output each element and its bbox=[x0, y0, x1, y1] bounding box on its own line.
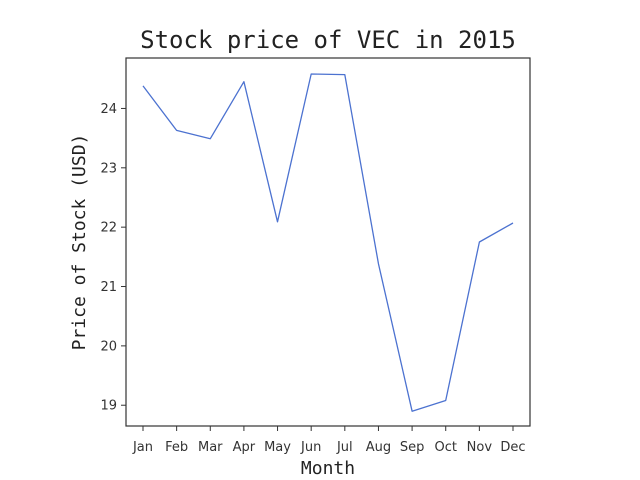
x-tick-label: Oct bbox=[434, 440, 456, 455]
x-tick-label: Mar bbox=[198, 440, 223, 455]
x-tick-label: Aug bbox=[366, 440, 391, 455]
series-group bbox=[143, 74, 513, 411]
x-tick-label: Jul bbox=[336, 440, 353, 455]
x-tick-label: May bbox=[264, 440, 291, 455]
x-tick-label: Jun bbox=[300, 440, 321, 455]
y-tick-label: 21 bbox=[100, 280, 117, 295]
x-tick-label: Apr bbox=[233, 440, 256, 455]
y-tick-label: 22 bbox=[100, 221, 117, 236]
y-axis-label: Price of Stock (USD) bbox=[69, 134, 90, 351]
y-tick-label: 19 bbox=[100, 399, 117, 414]
x-tick-label: Dec bbox=[500, 440, 525, 455]
x-tick-label: Sep bbox=[400, 440, 425, 455]
plot-frame bbox=[126, 58, 530, 426]
x-axis-ticks: Jan Feb Mar Apr May Jun Jul Aug Sep Oct Nov Dec bbox=[132, 426, 526, 455]
y-axis-ticks: 19 20 21 22 23 24 bbox=[100, 102, 126, 414]
y-tick-label: 23 bbox=[100, 161, 117, 176]
y-tick-label: 20 bbox=[100, 339, 117, 354]
chart-title: Stock price of VEC in 2015 bbox=[140, 26, 516, 54]
series-line bbox=[143, 74, 513, 411]
x-tick-label: Feb bbox=[165, 440, 188, 455]
x-tick-label: Nov bbox=[467, 440, 493, 455]
y-tick-label: 24 bbox=[100, 102, 117, 117]
x-tick-label: Jan bbox=[132, 440, 153, 455]
x-axis-label: Month bbox=[301, 458, 355, 479]
